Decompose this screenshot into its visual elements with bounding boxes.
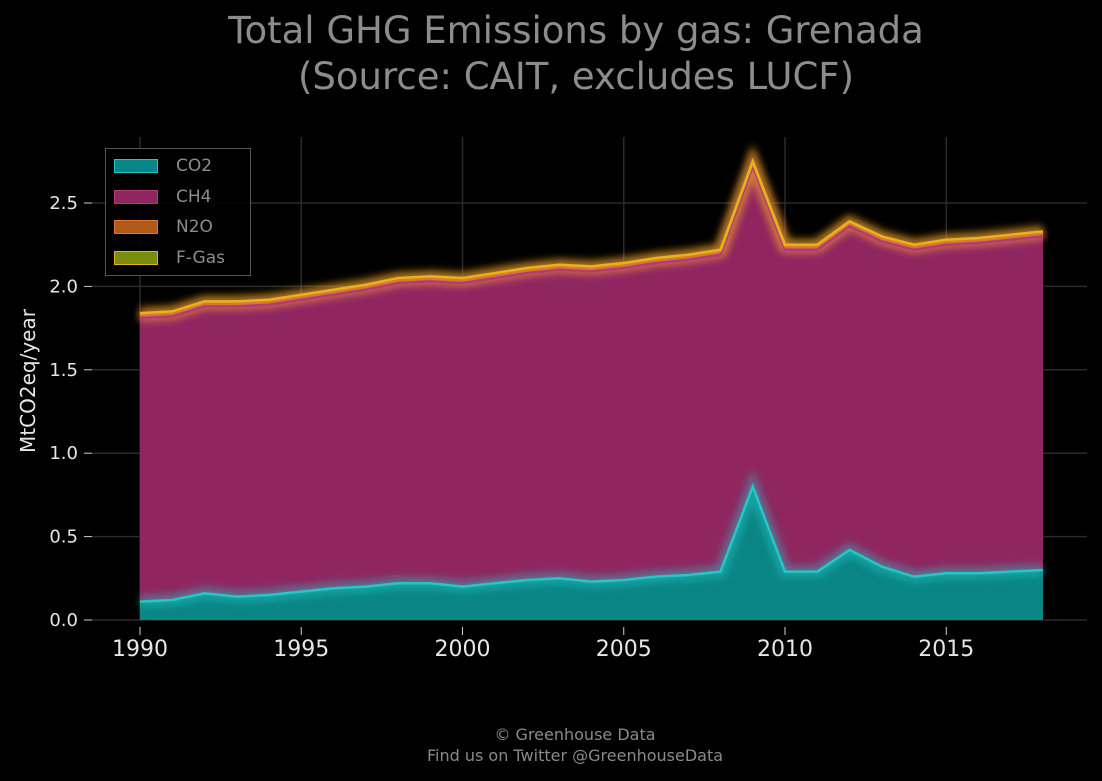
chart-title-line1: Total GHG Emissions by gas: Grenada [228, 9, 924, 52]
footer-twitter: Find us on Twitter @GreenhouseData [426, 746, 724, 765]
legend-label: CH4 [176, 186, 212, 207]
y-tick-label: 0.0 [49, 610, 78, 631]
y-axis-label: MtCO2eq/year [16, 308, 40, 453]
line-co2 [139, 483, 1044, 603]
x-tick-label: 1995 [273, 637, 329, 662]
legend-swatch [114, 220, 158, 234]
footer: © Greenhouse Data Find us on Twitter @Gr… [350, 724, 800, 766]
area-layer [140, 161, 1043, 620]
line-n2o [139, 159, 1044, 317]
x-tick-label: 1990 [112, 637, 168, 662]
x-tick-label: 2000 [435, 637, 491, 662]
legend-swatch [114, 159, 158, 173]
chart-title: Total GHG Emissions by gas: Grenada (Sou… [0, 8, 1102, 100]
legend-label: CO2 [176, 156, 213, 176]
legend: CO2 CH4 N2O F-Gas [105, 148, 251, 276]
y-tick-label: 2.0 [49, 276, 78, 297]
legend-swatch [114, 250, 158, 265]
area-ch4 [140, 166, 1043, 602]
y-tick-label: 2.5 [49, 193, 78, 214]
legend-label: F-Gas [176, 247, 225, 268]
legend-item-ch4: CH4 [114, 187, 211, 207]
y-tick-label: 1.5 [49, 360, 78, 381]
y-tick-label: 1.0 [49, 443, 78, 464]
legend-swatch [114, 189, 158, 204]
line-f-gas [139, 157, 1044, 315]
chart-title-line2: (Source: CAIT, excludes LUCF) [297, 55, 855, 98]
legend-label: N2O [176, 217, 213, 237]
line-ch4 [139, 162, 1044, 320]
line-layer [139, 157, 1044, 603]
axis-layer: 0.0 0.5 1.0 1.5 2.0 2.5 1990 1995 2000 2005 2010 20… [49, 193, 974, 662]
x-tick-label: 2010 [757, 637, 813, 662]
footer-copyright: © Greenhouse Data [494, 725, 656, 744]
x-tick-label: 2005 [596, 637, 652, 662]
legend-item-n2o: N2O [114, 217, 213, 237]
legend-item-f-gas: F-Gas [114, 248, 225, 268]
x-tick-label: 2015 [918, 637, 974, 662]
legend-item-co2: CO2 [114, 156, 212, 176]
y-tick-label: 0.5 [49, 527, 78, 548]
